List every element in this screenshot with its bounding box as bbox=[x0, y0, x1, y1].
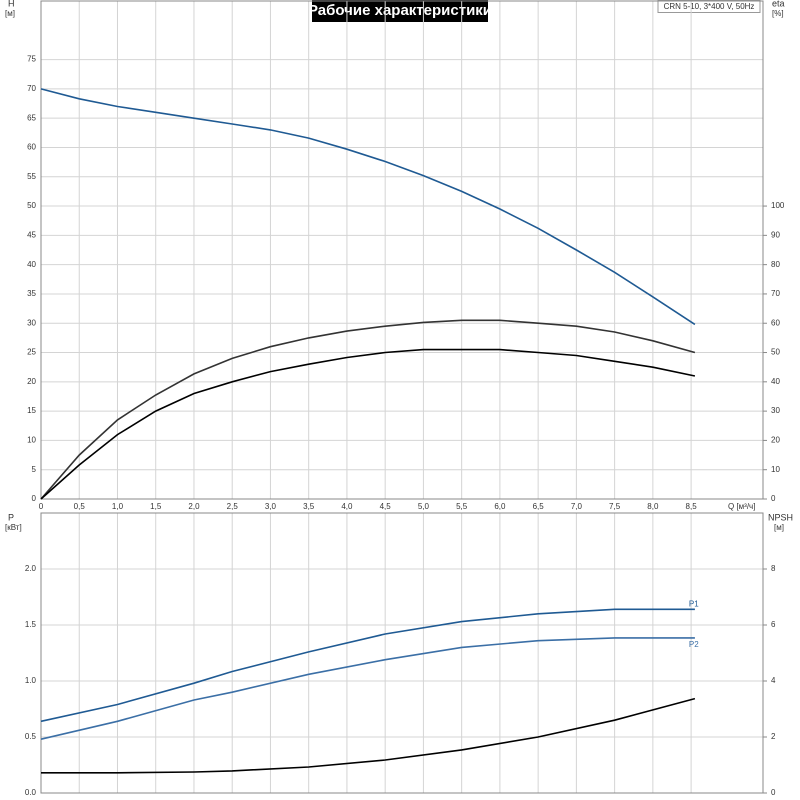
curve bbox=[40, 88, 696, 326]
curve bbox=[40, 608, 695, 723]
y2-tick-label: 6 bbox=[771, 620, 776, 629]
y2-tick-label: 70 bbox=[771, 289, 780, 298]
y2-tick-label: 8 bbox=[771, 564, 776, 573]
y2-label: eta bbox=[772, 0, 785, 8]
y-tick-label: 0 bbox=[32, 494, 37, 503]
x-tick-label: 8,5 bbox=[686, 502, 698, 511]
y-tick-label: 75 bbox=[27, 55, 36, 64]
x-tick-label: 2,5 bbox=[227, 502, 239, 511]
y2-tick-label: 20 bbox=[771, 436, 780, 445]
y-tick-label: 5 bbox=[32, 465, 37, 474]
y-tick-label: 45 bbox=[27, 230, 36, 239]
y-tick-label: 0.5 bbox=[25, 732, 37, 741]
chart-title: Рабочие характеристики bbox=[308, 2, 492, 19]
x-tick-label: 4,0 bbox=[341, 502, 353, 511]
x-tick-label: 5,0 bbox=[418, 502, 430, 511]
x-tick-label: 6,0 bbox=[494, 502, 506, 511]
x-tick-label: 7,0 bbox=[571, 502, 583, 511]
y-unit: [м] bbox=[5, 9, 15, 18]
curve-label: P1 bbox=[689, 599, 699, 608]
y2-tick-label: 100 bbox=[771, 201, 785, 210]
y2-unit: [%] bbox=[772, 9, 784, 18]
y-tick-label: 20 bbox=[27, 377, 36, 386]
curve-label: P2 bbox=[689, 640, 699, 649]
x-tick-label: 0 bbox=[39, 502, 44, 511]
curve bbox=[40, 637, 695, 740]
y-label: P bbox=[8, 512, 14, 522]
curve bbox=[40, 319, 696, 500]
x-tick-label: 4,5 bbox=[380, 502, 392, 511]
plot-frame bbox=[40, 512, 764, 794]
y2-tick-label: 60 bbox=[771, 318, 780, 327]
curve bbox=[40, 348, 696, 500]
y-tick-label: 35 bbox=[27, 289, 36, 298]
plot-frame bbox=[40, 0, 764, 500]
y2-tick-label: 90 bbox=[771, 230, 780, 239]
y2-tick-label: 40 bbox=[771, 377, 780, 386]
y2-tick-label: 50 bbox=[771, 348, 780, 357]
y-label: H bbox=[8, 0, 15, 8]
x-tick-label: 1,0 bbox=[112, 502, 124, 511]
x-label: Q [м³/ч] bbox=[728, 502, 755, 511]
y2-tick-label: 0 bbox=[771, 788, 776, 797]
y-tick-label: 60 bbox=[27, 143, 36, 152]
y2-tick-label: 30 bbox=[771, 406, 780, 415]
x-tick-label: 1,5 bbox=[150, 502, 162, 511]
x-tick-label: 3,0 bbox=[265, 502, 277, 511]
model-label: CRN 5-10, 3*400 V, 50Hz bbox=[664, 2, 755, 11]
y2-tick-label: 10 bbox=[771, 465, 780, 474]
y-tick-label: 1.0 bbox=[25, 676, 37, 685]
x-tick-label: 0,5 bbox=[74, 502, 86, 511]
y-tick-label: 30 bbox=[27, 318, 36, 327]
y2-tick-label: 4 bbox=[771, 676, 776, 685]
y-tick-label: 0.0 bbox=[25, 788, 37, 797]
y-tick-label: 15 bbox=[27, 406, 36, 415]
x-tick-label: 7,5 bbox=[609, 502, 621, 511]
y-tick-label: 40 bbox=[27, 260, 36, 269]
y-tick-label: 2.0 bbox=[25, 564, 37, 573]
y-tick-label: 70 bbox=[27, 84, 36, 93]
title-box bbox=[312, 0, 488, 22]
y-tick-label: 1.5 bbox=[25, 620, 37, 629]
y-unit: [кВт] bbox=[5, 523, 22, 532]
y-tick-label: 55 bbox=[27, 172, 36, 181]
curve bbox=[41, 697, 696, 774]
x-tick-label: 5,5 bbox=[456, 502, 468, 511]
y-tick-label: 10 bbox=[27, 436, 36, 445]
x-tick-label: 2,0 bbox=[188, 502, 200, 511]
y2-tick-label: 0 bbox=[771, 494, 776, 503]
y2-tick-label: 2 bbox=[771, 732, 776, 741]
y-tick-label: 50 bbox=[27, 201, 36, 210]
y2-tick-label: 80 bbox=[771, 260, 780, 269]
y-tick-label: 65 bbox=[27, 113, 36, 122]
y-tick-label: 25 bbox=[27, 348, 36, 357]
x-tick-label: 8,0 bbox=[647, 502, 659, 511]
y2-unit: [м] bbox=[774, 523, 784, 532]
x-tick-label: 3,5 bbox=[303, 502, 315, 511]
y2-label: NPSH bbox=[768, 512, 793, 522]
x-tick-label: 6,5 bbox=[533, 502, 545, 511]
